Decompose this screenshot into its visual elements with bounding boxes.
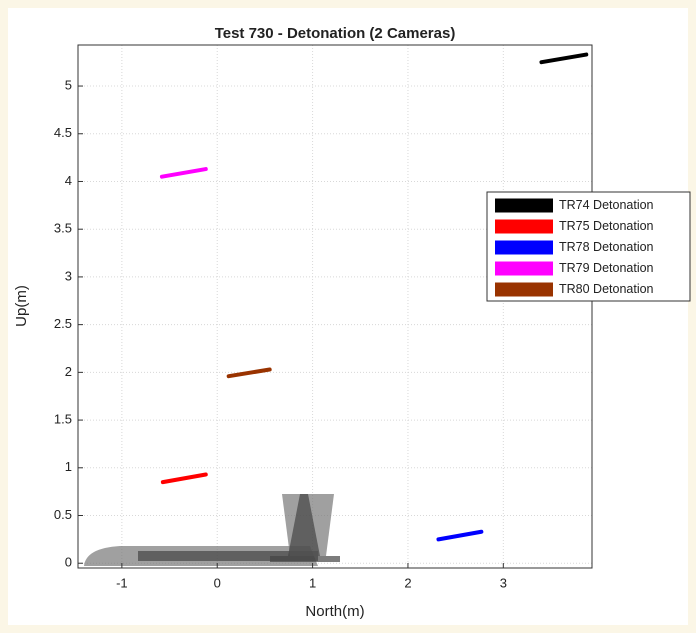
legend-swatch — [495, 198, 553, 213]
legend-swatch — [495, 219, 553, 234]
marks — [159, 52, 589, 542]
x-axis-label: North(m) — [305, 603, 364, 620]
y-tick-label: 1 — [65, 459, 72, 474]
legend-label: TR79 Detonation — [559, 261, 654, 275]
y-tick-label: 4 — [65, 173, 72, 188]
detonation-track — [159, 167, 208, 179]
ground-object — [138, 551, 318, 561]
x-tick-label: -1 — [116, 575, 128, 590]
legend-label: TR80 Detonation — [559, 282, 654, 296]
camera-objects — [84, 494, 340, 566]
legend-swatch — [495, 282, 553, 297]
detonation-track — [160, 472, 208, 485]
chart-title: Test 730 - Detonation (2 Cameras) — [215, 25, 456, 42]
legend-swatch — [495, 240, 553, 255]
y-tick-label: 3 — [65, 268, 72, 283]
x-tick-label: 3 — [500, 575, 507, 590]
camera-cone — [288, 494, 320, 556]
legend-label: TR78 Detonation — [559, 240, 654, 254]
grid — [78, 45, 592, 568]
legend-swatch — [495, 261, 553, 276]
y-tick-label: 2.5 — [54, 316, 72, 331]
detonation-track — [436, 529, 484, 542]
y-tick-label: 0 — [65, 555, 72, 570]
y-tick-label: 1.5 — [54, 412, 72, 427]
y-axis-label: Up(m) — [13, 285, 30, 327]
x-tick-label: 1 — [309, 575, 316, 590]
y-tick-label: 2 — [65, 364, 72, 379]
legend: TR74 Detonation TR75 Detonation TR78 Deton… — [486, 191, 691, 302]
ground-object — [270, 556, 340, 562]
y-tick-label: 5 — [65, 77, 72, 92]
y-tick-label: 0.5 — [54, 507, 72, 522]
detonation-track — [226, 367, 272, 379]
x-tick-label: 0 — [214, 575, 221, 590]
legend-label: TR75 Detonation — [559, 219, 654, 233]
plot-area — [78, 45, 592, 568]
legend-label: TR74 Detonation — [559, 198, 654, 212]
y-tick-label: 3.5 — [54, 221, 72, 236]
axes-box — [77, 44, 593, 569]
x-tick-label: 2 — [404, 575, 411, 590]
detonation-track — [539, 52, 589, 65]
y-tick-label: 4.5 — [54, 125, 72, 140]
